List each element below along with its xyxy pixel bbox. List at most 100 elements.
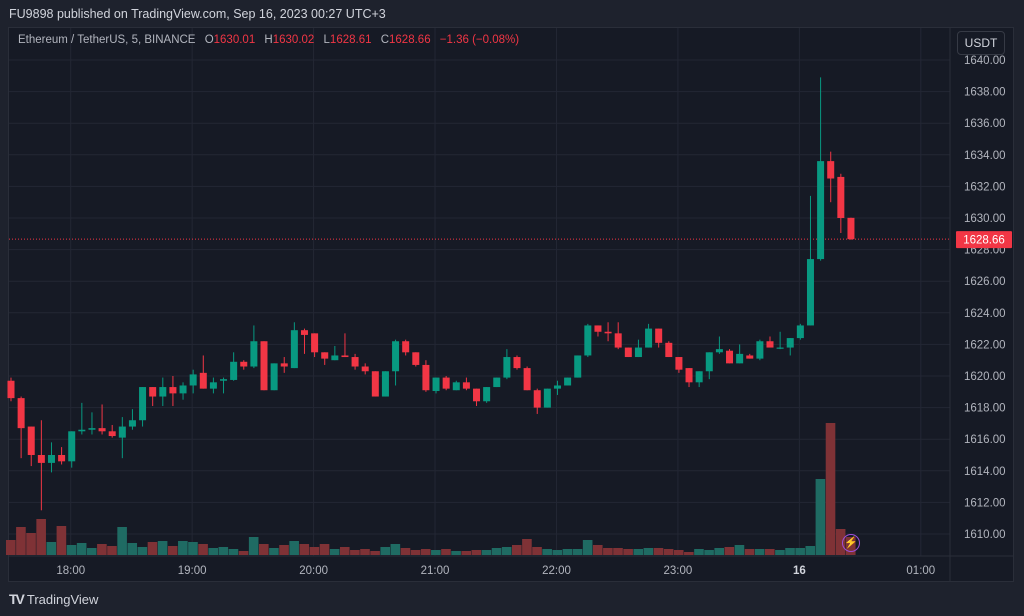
volume-bar [785,548,795,555]
candle-body [705,352,713,372]
candle-body [473,388,481,402]
volume-bar [451,551,461,555]
volume-bar [694,549,704,555]
volume-bar [754,549,765,555]
volume-bar [380,547,391,555]
volume-bar [714,548,724,555]
volume-bar [269,548,279,555]
candle-body [655,328,663,343]
volume-bar [127,543,138,555]
currency-button[interactable]: USDT [957,31,1005,55]
candle-body [149,387,157,397]
close-label: C [380,34,390,46]
published-caption: FU9898 published on TradingView.com, Sep… [9,7,386,21]
symbol-title[interactable]: Ethereum / TetherUS, 5, BINANCE [18,34,196,46]
candle-body [300,330,308,335]
volume-bar [825,423,836,555]
volume-bar [410,550,421,555]
candle-body [199,372,207,389]
volume-bar [684,552,694,555]
candle-body [341,355,349,358]
volume-bar [633,549,644,555]
time-tick-label: 18:00 [56,565,85,577]
candle-body [371,371,379,397]
volume-bar [208,548,218,555]
candle-body [78,429,86,432]
chart-frame[interactable] [8,27,1014,582]
volume-bar [6,540,16,555]
volume-bar [815,479,826,555]
volume-bar [238,551,249,555]
price-tick-label: 1640.00 [964,55,1006,67]
candle-body [776,347,784,349]
candle-body [361,366,369,372]
lightning-icon[interactable]: ⚡ [842,534,860,552]
candle-body [88,428,96,430]
candle-body [574,355,582,378]
volume-bar [461,551,471,555]
volume-bar [198,544,208,555]
candle-body [695,371,703,383]
candle-body [250,341,258,367]
volume-bar [653,548,664,555]
time-tick-label: 16 [793,565,806,577]
candle-body [442,377,450,389]
candle-body [230,361,238,380]
price-tick-label: 1630.00 [964,213,1006,225]
low-label: L [323,34,330,46]
change-value: −1.36 (−0.08%) [439,34,520,46]
volume-bar [522,539,532,555]
price-tick-label: 1612.00 [964,497,1006,509]
candle-body [614,333,622,348]
volume-bar [481,550,492,555]
candle-body [290,330,298,369]
candle-body [270,363,278,391]
candle-body [321,352,329,359]
volume-bar [46,542,57,555]
candle-body [553,385,561,389]
candle-body [513,357,521,369]
candle-body [169,387,177,394]
candle-body [331,355,339,361]
candle-body [746,355,754,359]
volume-bar [76,543,87,555]
candle-body [817,161,825,260]
volume-bar [299,544,310,555]
volume-bar [370,551,380,555]
candle-body [118,426,126,438]
volume-bar [56,526,67,555]
footer-brand[interactable]: TV TradingView [9,591,98,607]
high-value: 1630.02 [272,34,315,46]
tradingview-logo-icon: TV [9,591,25,607]
price-tick-label: 1622.00 [964,339,1006,351]
volume-bar [339,547,350,555]
volume-bar [147,542,158,555]
candle-body [645,328,653,348]
candle-body [564,377,572,386]
brand-name: TradingView [26,591,99,607]
candle-body [17,398,25,429]
volume-bar [805,546,816,555]
candle-body [7,380,15,399]
candle-body [827,161,835,179]
candle-body [786,338,794,348]
candle-body [503,357,511,378]
volume-bar [309,547,320,555]
time-tick-label: 01:00 [906,565,935,577]
volume-bar [765,549,775,555]
candle-body [726,350,734,364]
volume-bar [319,544,330,555]
candle-body [624,347,632,358]
time-tick-label: 23:00 [664,565,693,577]
candle-body [665,342,673,358]
price-tick-label: 1620.00 [964,371,1006,383]
volume-bar [613,548,623,555]
candle-body [462,382,470,389]
volume-bar [360,549,370,555]
volume-bar [552,550,563,555]
volume-bar [178,541,188,555]
volume-bar [582,540,593,555]
volume-bar [107,546,117,555]
candle-body [715,349,723,353]
